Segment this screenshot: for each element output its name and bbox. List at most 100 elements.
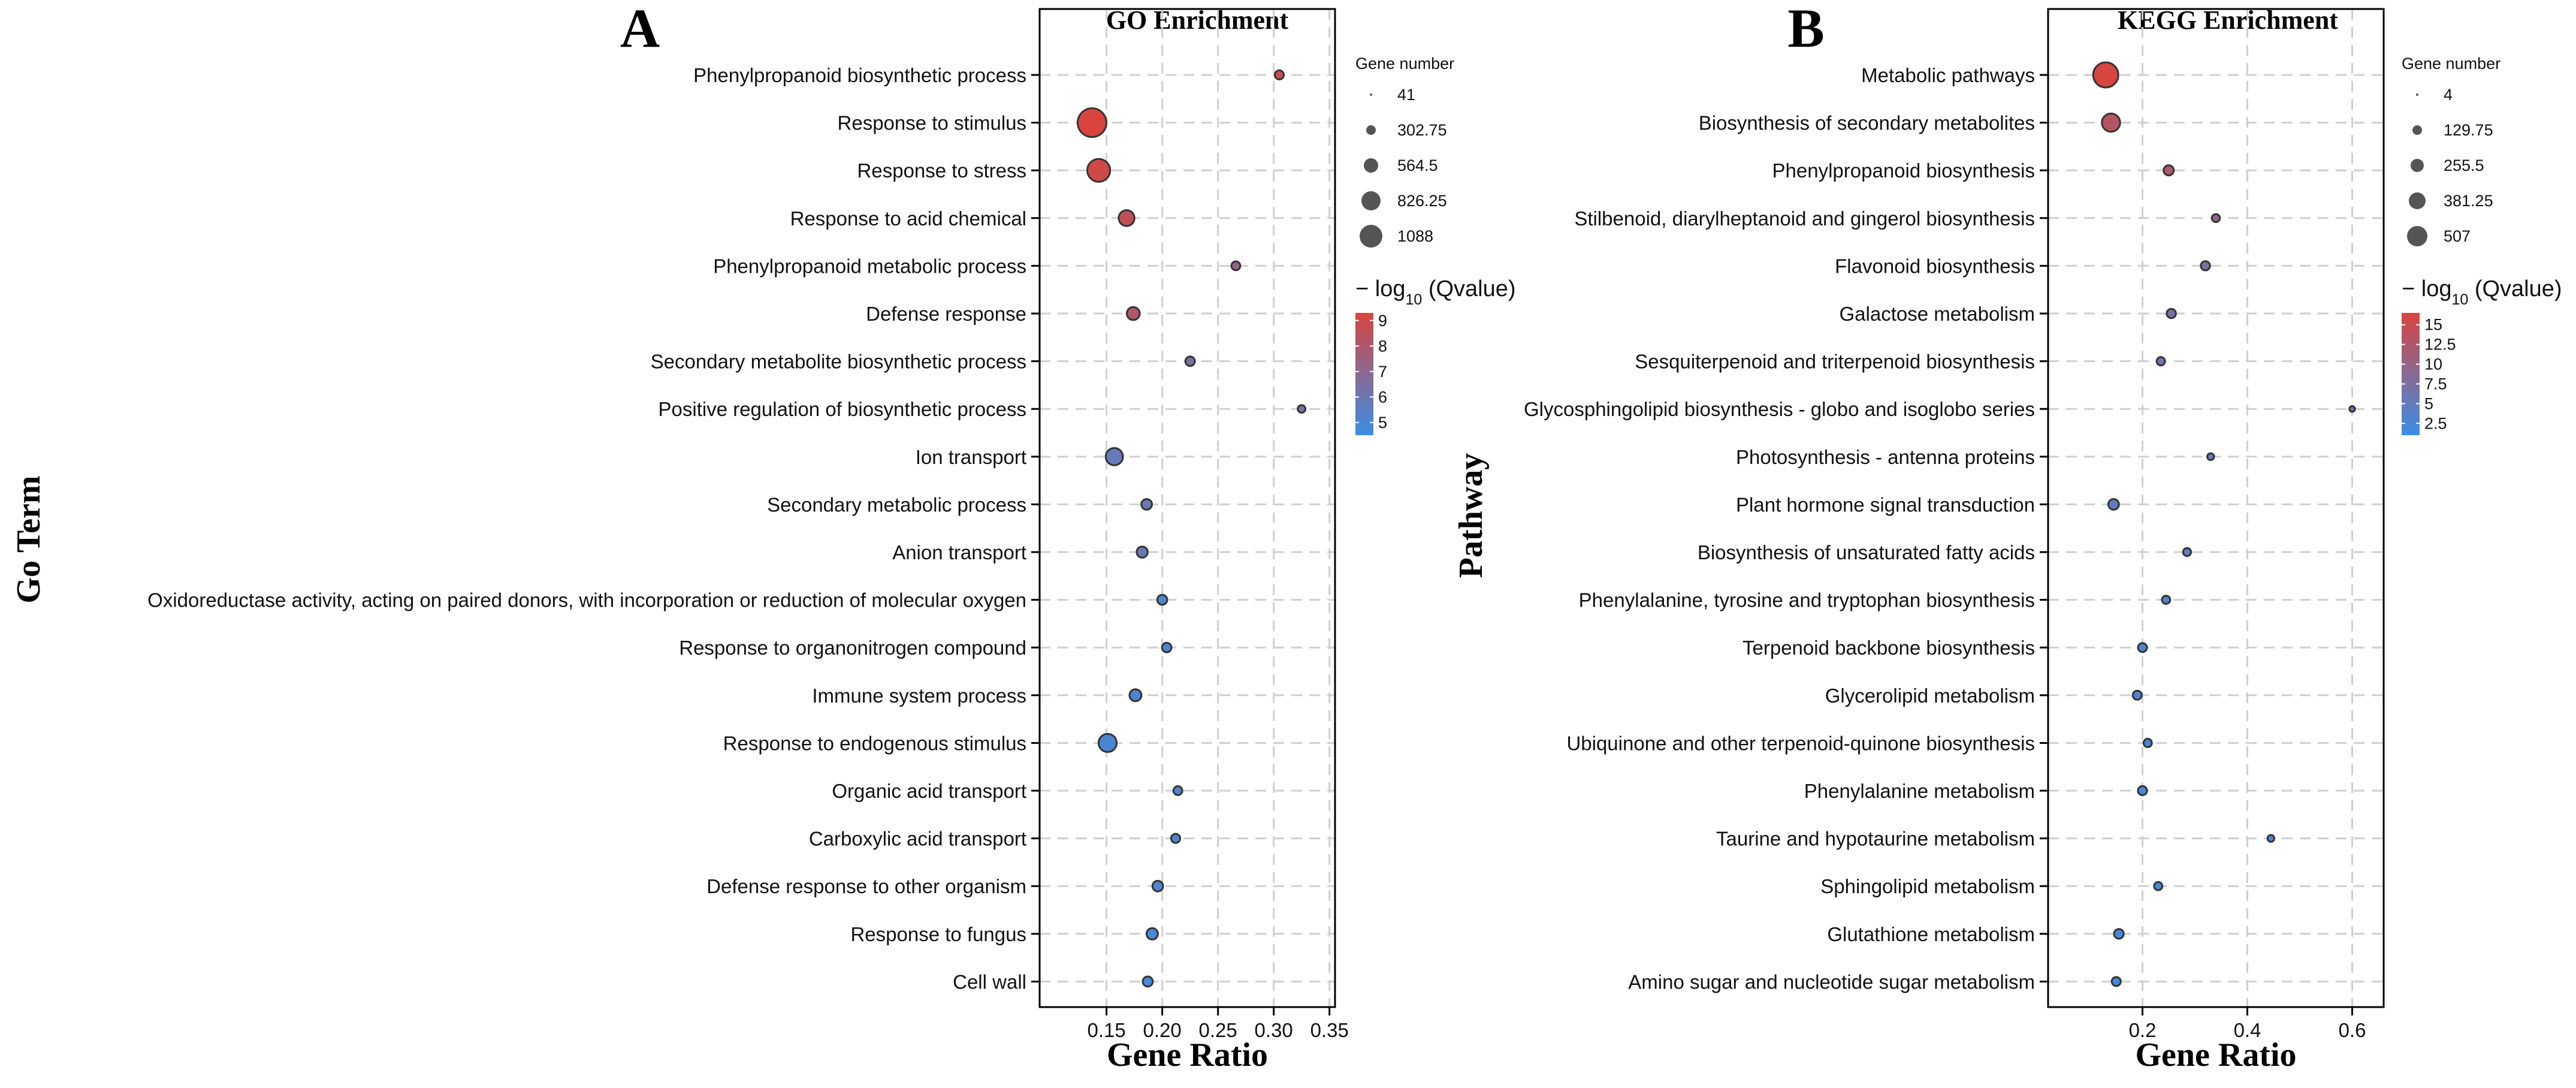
data-point: [1104, 447, 1124, 466]
color-bar-label: 9: [1378, 312, 1387, 330]
plot-frame: [1038, 8, 1336, 1008]
data-point: [2137, 642, 2148, 653]
y-tick-label: Defense response to other organism: [706, 875, 1026, 897]
y-tick-label: Galactose metabolism: [1840, 303, 2035, 325]
y-tick-label: Taurine and hypotaurine metabolism: [1716, 828, 2035, 850]
data-point: [2107, 498, 2120, 511]
data-point: [1118, 209, 1136, 227]
y-tick-label: Oxidoreductase activity, acting on paire…: [147, 589, 1026, 611]
x-axis-title: Gene Ratio: [2135, 1036, 2296, 1074]
data-point: [1170, 833, 1182, 844]
size-legend-key: [2416, 94, 2418, 96]
color-bar: [1355, 313, 1373, 435]
data-point: [1151, 879, 1164, 893]
size-legend-label: 41: [1397, 86, 1415, 104]
size-legend-label: 826.25: [1397, 192, 1447, 210]
kegg-enrichment-panel: B KEGG Enrichment Metabolic pathways Biosyn…: [1452, 0, 2562, 1074]
size-legend-key: [2412, 125, 2422, 135]
data-point: [1230, 260, 1242, 272]
color-legend-title: − log10 (Qvalue): [2402, 276, 2562, 308]
y-tick-label: Metabolic pathways: [1861, 64, 2035, 86]
y-tick-label: Response to organonitrogen compound: [679, 637, 1026, 659]
size-legend-key: [1361, 191, 1381, 210]
y-tick-label: Ion transport: [916, 446, 1026, 468]
y-tick-label: Phenylpropanoid biosynthetic process: [693, 64, 1026, 86]
data-point: [2200, 260, 2211, 272]
y-tick-label: Glycosphingolipid biosynthesis - globo a…: [1524, 398, 2035, 420]
data-point: [1273, 69, 1285, 81]
data-point: [2206, 452, 2215, 461]
size-legend-label: 507: [2444, 227, 2471, 245]
y-tick-label: Plant hormone signal transduction: [1736, 493, 2035, 516]
x-axis-title: Gene Ratio: [1107, 1036, 1268, 1074]
data-point: [1097, 733, 1118, 754]
panel-label: B: [1787, 0, 1824, 59]
size-legend-label: 564.5: [1397, 156, 1438, 174]
color-bar-label: 6: [1378, 388, 1387, 406]
color-bar-label: 7.5: [2424, 375, 2447, 393]
data-point: [1136, 545, 1149, 559]
y-axis-title: Pathway: [1452, 453, 1490, 578]
color-bar-label: 7: [1378, 363, 1387, 381]
data-point: [1140, 498, 1153, 511]
color-legend-title-suffix: (Qvalue): [2468, 276, 2562, 302]
color-legend-title-prefix: − log: [2402, 276, 2451, 302]
data-point: [2153, 881, 2164, 891]
y-tick-label: Phenylalanine metabolism: [1804, 780, 2035, 802]
color-bar-label: 10: [2424, 355, 2442, 373]
color-bar: [2402, 313, 2420, 435]
color-legend-title-sub: 10: [1405, 291, 1422, 308]
size-legend-label: 129.75: [2444, 121, 2493, 139]
y-tick-label: Response to acid chemical: [790, 207, 1026, 230]
color-legend-title-prefix: − log: [1355, 276, 1405, 302]
x-tick-label: 0.4: [2234, 1019, 2261, 1041]
size-legend-key: [2407, 226, 2427, 246]
color-bar-label: 5: [1378, 414, 1387, 432]
y-tick-label: Carboxylic acid transport: [809, 828, 1026, 850]
color-bar-label: 12.5: [2424, 336, 2456, 354]
x-tick-label: 0.2: [2129, 1019, 2157, 1041]
data-point: [1172, 785, 1183, 796]
data-point: [1156, 593, 1168, 606]
data-point: [1141, 975, 1154, 988]
size-legend-label: 381.25: [2444, 192, 2493, 210]
y-tick-label: Sphingolipid metabolism: [1820, 875, 2035, 897]
data-point: [2266, 834, 2276, 843]
color-bar-label: 2.5: [2424, 414, 2447, 432]
y-tick-label: Biosynthesis of secondary metabolites: [1699, 112, 2035, 134]
size-legend-label: 1088: [1397, 227, 1433, 245]
y-tick-label: Phenylalanine, tyrosine and tryptophan b…: [1579, 589, 2035, 611]
y-tick-label: Immune system process: [812, 685, 1026, 707]
data-point: [2161, 595, 2172, 605]
y-tick-label: Response to fungus: [850, 923, 1026, 945]
data-point: [2142, 737, 2153, 748]
color-legend-title-sub: 10: [2451, 291, 2468, 308]
data-point: [1297, 404, 1307, 414]
data-point: [1161, 641, 1173, 653]
y-tick-label: Terpenoid backbone biosynthesis: [1743, 637, 2035, 659]
data-point: [2137, 785, 2148, 797]
y-tick-label: Stilbenoid, diarylheptanoid and gingerol…: [1574, 207, 2035, 230]
size-legend-title: Gene number: [1355, 55, 1454, 73]
y-tick-label: Secondary metabolic process: [767, 493, 1026, 516]
y-tick-label: Phenylpropanoid biosynthesis: [1772, 159, 2035, 182]
x-tick-label: 0.25: [1199, 1019, 1237, 1041]
y-tick-label: Ubiquinone and other terpenoid-quinone b…: [1566, 732, 2035, 754]
x-tick-label: 0.20: [1143, 1019, 1182, 1041]
color-legend-title: − log10 (Qvalue): [1355, 276, 1516, 308]
size-legend-key: [2411, 159, 2424, 172]
data-point: [1125, 306, 1141, 321]
size-legend-label: 255.5: [2444, 156, 2484, 174]
color-bar-label: 8: [1378, 337, 1387, 355]
panel-label: A: [620, 0, 660, 59]
data-point: [2166, 308, 2177, 320]
data-point: [2155, 356, 2166, 367]
data-point: [2163, 164, 2175, 177]
y-tick-label: Organic acid transport: [832, 780, 1026, 802]
y-tick-label: Sesquiterpenoid and triterpenoid biosynt…: [1635, 351, 2035, 373]
size-legend-key: [1366, 125, 1376, 135]
size-legend-key: [2409, 192, 2426, 209]
y-tick-label: Biosynthesis of unsaturated fatty acids: [1698, 541, 2035, 563]
y-axis-title: Go Term: [10, 475, 47, 603]
